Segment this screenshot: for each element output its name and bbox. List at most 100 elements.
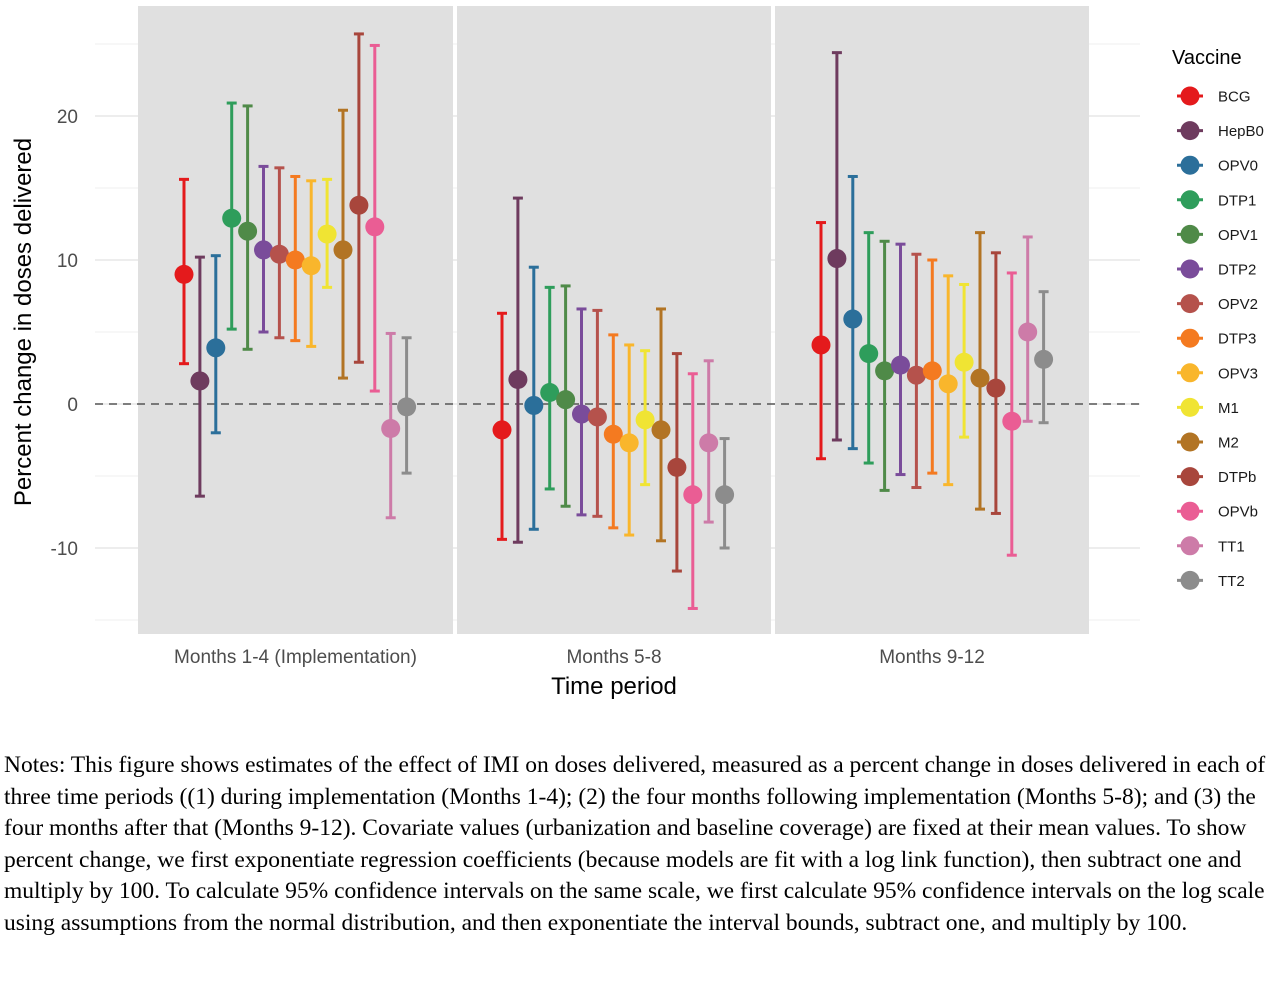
legend-label: TT2 (1218, 573, 1245, 590)
point-estimate (556, 390, 576, 410)
estimate-mark (508, 196, 528, 544)
estimate-mark (619, 343, 639, 537)
estimate-mark (1018, 235, 1038, 423)
estimate-mark (843, 174, 863, 451)
legend-label: DTP1 (1218, 192, 1256, 209)
legend-key-point (1180, 432, 1200, 452)
estimate-mark (572, 307, 591, 517)
point-estimate (715, 485, 735, 505)
y-tick-label: 10 (57, 251, 78, 272)
legend-label: OPVb (1218, 504, 1258, 521)
facet-label: Months 5-8 (566, 647, 661, 668)
estimate-mark (492, 311, 512, 541)
point-estimate (843, 309, 863, 329)
legend-item: OPV1 (1177, 224, 1258, 244)
point-estimate (238, 221, 258, 241)
legend-item: OPV2 (1177, 294, 1258, 314)
point-estimate (970, 368, 990, 388)
point-estimate (683, 485, 703, 505)
estimate-mark (683, 372, 703, 610)
estimate-mark (651, 307, 671, 543)
point-estimate (635, 410, 655, 430)
point-estimate (986, 378, 1006, 398)
estimate-mark (954, 282, 974, 439)
point-estimate (301, 256, 321, 276)
point-estimate (524, 395, 544, 415)
point-estimate (317, 224, 337, 244)
legend-key-point (1180, 501, 1200, 521)
legend-item: OPV3 (1177, 363, 1258, 383)
legend-label: DTP2 (1218, 262, 1256, 279)
point-estimate (938, 374, 958, 394)
legend-label: OPV1 (1218, 227, 1258, 244)
point-estimate (699, 433, 719, 453)
point-estimate (269, 244, 289, 264)
legend-label: DTP3 (1218, 331, 1256, 348)
estimate-mark (906, 252, 926, 490)
legend-label: BCG (1218, 89, 1251, 106)
legend-label: OPV3 (1218, 365, 1258, 382)
legend-key-point (1180, 467, 1200, 487)
point-estimate (891, 355, 910, 375)
legend: Vaccine BCG HepB0 OPV0 DTP1 OPV1 DTP2 OPV2 DTP3… (1172, 47, 1264, 590)
estimate-mark (238, 104, 258, 351)
facet-labels: Months 1-4 (Implementation) Months 5-8 Mon… (174, 647, 985, 668)
point-estimate (1002, 411, 1022, 431)
point-estimate (1018, 322, 1038, 342)
legend-item: DTP1 (1177, 190, 1256, 210)
estimate-mark (381, 331, 401, 520)
legend-title: Vaccine (1172, 47, 1242, 69)
estimate-mark (397, 336, 417, 475)
estimate-mark (206, 254, 226, 435)
estimate-mark (254, 164, 273, 334)
estimate-mark (349, 32, 369, 364)
estimate-mark (986, 251, 1006, 515)
estimate-mark (635, 349, 655, 487)
legend-key-point (1180, 155, 1200, 175)
point-estimate (954, 352, 974, 372)
legend-item: DTP3 (1177, 328, 1256, 348)
legend-key-point (1180, 86, 1200, 106)
legend-key-point (1180, 224, 1200, 244)
estimate-mark (1002, 271, 1022, 557)
estimate-mark (222, 101, 242, 331)
facet-label: Months 1-4 (Implementation) (174, 647, 417, 668)
legend-key-point (1180, 536, 1200, 556)
estimate-mark (891, 242, 910, 477)
legend-label: DTPb (1218, 469, 1256, 486)
point-estimate (333, 240, 353, 260)
point-estimate (603, 424, 623, 444)
legend-item: OPVb (1177, 501, 1258, 521)
estimate-mark (556, 284, 576, 508)
estimate-mark (922, 258, 942, 475)
point-estimate (875, 361, 895, 381)
y-axis-title: Percent change in doses delivered (10, 138, 37, 506)
point-estimate (492, 420, 512, 440)
estimate-mark (938, 274, 958, 487)
legend-key-point (1180, 363, 1200, 383)
estimate-mark (603, 333, 623, 530)
legend-key-point (1180, 328, 1200, 348)
point-estimate (1034, 349, 1054, 369)
legend-key-point (1180, 570, 1200, 590)
estimate-mark (811, 221, 831, 461)
legend-item: DTPb (1177, 467, 1256, 487)
point-estimate (508, 370, 528, 390)
estimate-mark (190, 255, 210, 498)
point-estimate (619, 433, 639, 453)
point-estimate (222, 208, 242, 228)
point-estimate (651, 420, 671, 440)
point-estimate (174, 264, 194, 284)
estimate-mark (333, 108, 353, 380)
point-estimate (397, 397, 417, 417)
point-estimate (572, 404, 591, 424)
legend-item: OPV0 (1177, 155, 1258, 175)
estimate-mark (699, 359, 719, 524)
point-estimate (285, 250, 305, 270)
estimate-mark (540, 285, 560, 491)
estimate-mark (1034, 290, 1054, 425)
legend-item: DTP2 (1177, 259, 1256, 279)
point-estimate (667, 457, 687, 477)
legend-label: M1 (1218, 400, 1239, 417)
